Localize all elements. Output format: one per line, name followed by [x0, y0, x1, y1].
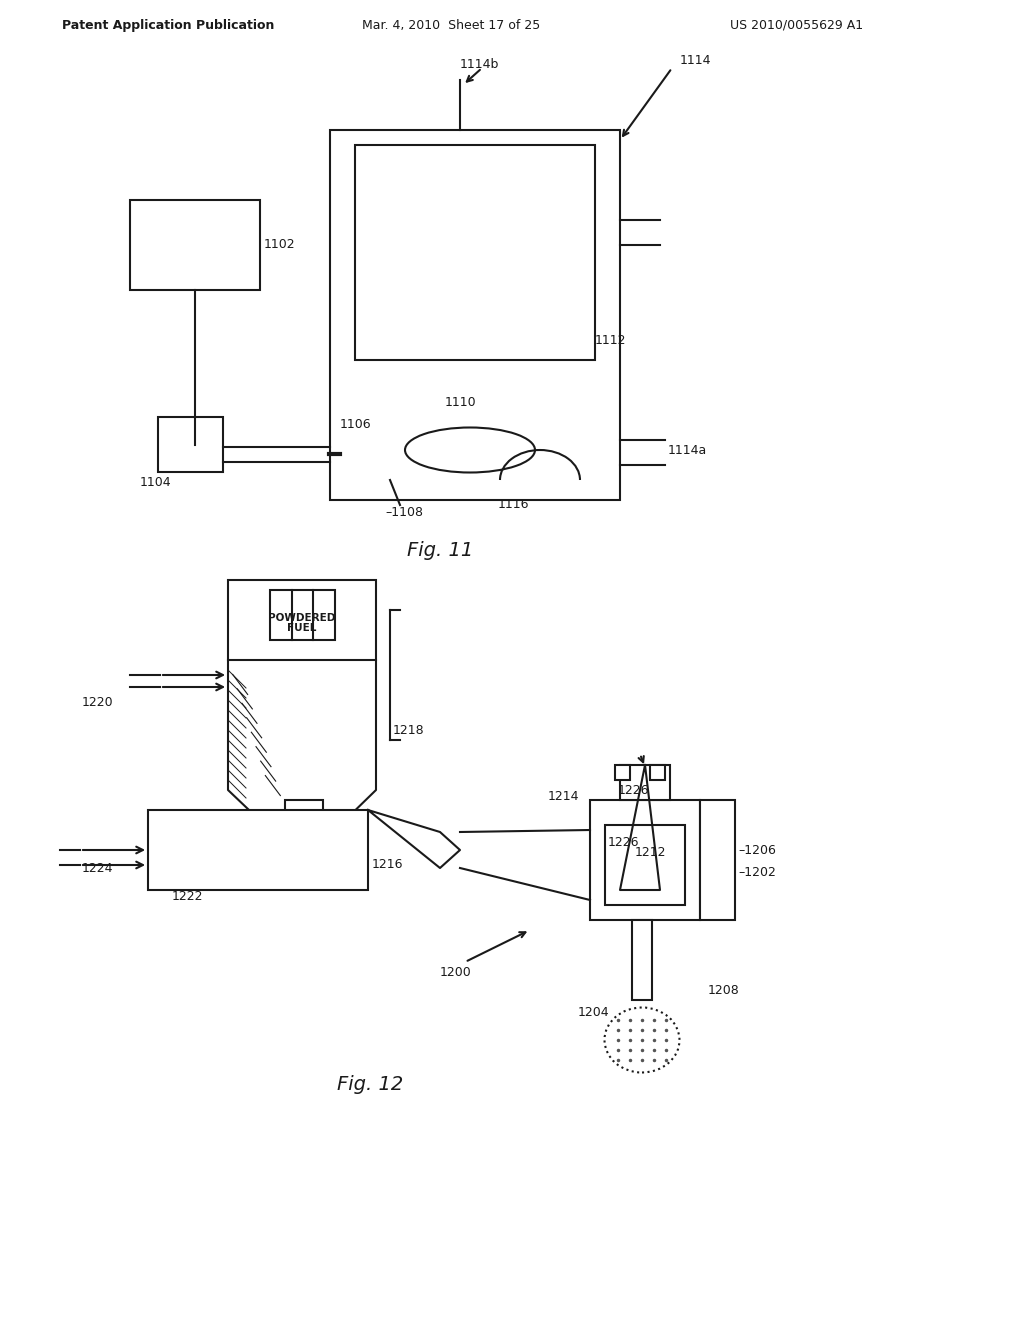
Text: –1202: –1202: [738, 866, 776, 879]
Bar: [228, 579, 376, 660]
Polygon shape: [368, 810, 460, 869]
Text: US 2010/0055629 A1: US 2010/0055629 A1: [730, 18, 863, 32]
Text: 1110: 1110: [445, 396, 476, 408]
Text: 1114a: 1114a: [668, 444, 708, 457]
Bar: [270, 590, 335, 640]
Text: 1112: 1112: [595, 334, 627, 346]
Text: 1212: 1212: [635, 846, 667, 859]
Text: 1222: 1222: [172, 891, 204, 903]
Text: 1102: 1102: [264, 239, 296, 252]
Bar: [148, 810, 368, 890]
Text: Mar. 4, 2010  Sheet 17 of 25: Mar. 4, 2010 Sheet 17 of 25: [362, 18, 541, 32]
Text: 1204: 1204: [578, 1006, 609, 1019]
Text: 1114b: 1114b: [460, 58, 500, 71]
Text: 1214: 1214: [548, 791, 580, 804]
Text: POWDERED: POWDERED: [268, 612, 336, 623]
Text: 1104: 1104: [140, 475, 172, 488]
Text: FUEL: FUEL: [288, 623, 316, 634]
Bar: [605, 825, 685, 906]
Bar: [330, 129, 620, 500]
Bar: [130, 201, 260, 290]
Text: 1218: 1218: [393, 723, 425, 737]
Text: –1206: –1206: [738, 843, 776, 857]
Text: Fig. 12: Fig. 12: [337, 1076, 403, 1094]
Text: 1116: 1116: [498, 499, 529, 511]
Text: 1208: 1208: [708, 983, 739, 997]
Ellipse shape: [604, 1007, 680, 1072]
Text: 1226: 1226: [608, 836, 640, 849]
Bar: [700, 800, 735, 920]
Bar: [615, 766, 630, 780]
Text: 1106: 1106: [340, 418, 372, 432]
Ellipse shape: [406, 428, 535, 473]
Bar: [650, 766, 665, 780]
Bar: [632, 920, 652, 1001]
Text: 1224: 1224: [82, 862, 114, 874]
Text: 1200: 1200: [440, 965, 472, 978]
Bar: [620, 766, 670, 800]
Text: –1108: –1108: [385, 506, 423, 519]
Bar: [158, 417, 223, 473]
Text: 1226: 1226: [618, 784, 649, 796]
Text: Fig. 11: Fig. 11: [407, 540, 473, 560]
Bar: [285, 800, 323, 830]
Text: 1114: 1114: [680, 54, 712, 66]
Text: Patent Application Publication: Patent Application Publication: [62, 18, 274, 32]
Text: 1216: 1216: [372, 858, 403, 871]
Bar: [590, 800, 700, 920]
Text: 1220: 1220: [82, 696, 114, 709]
Bar: [355, 145, 595, 360]
